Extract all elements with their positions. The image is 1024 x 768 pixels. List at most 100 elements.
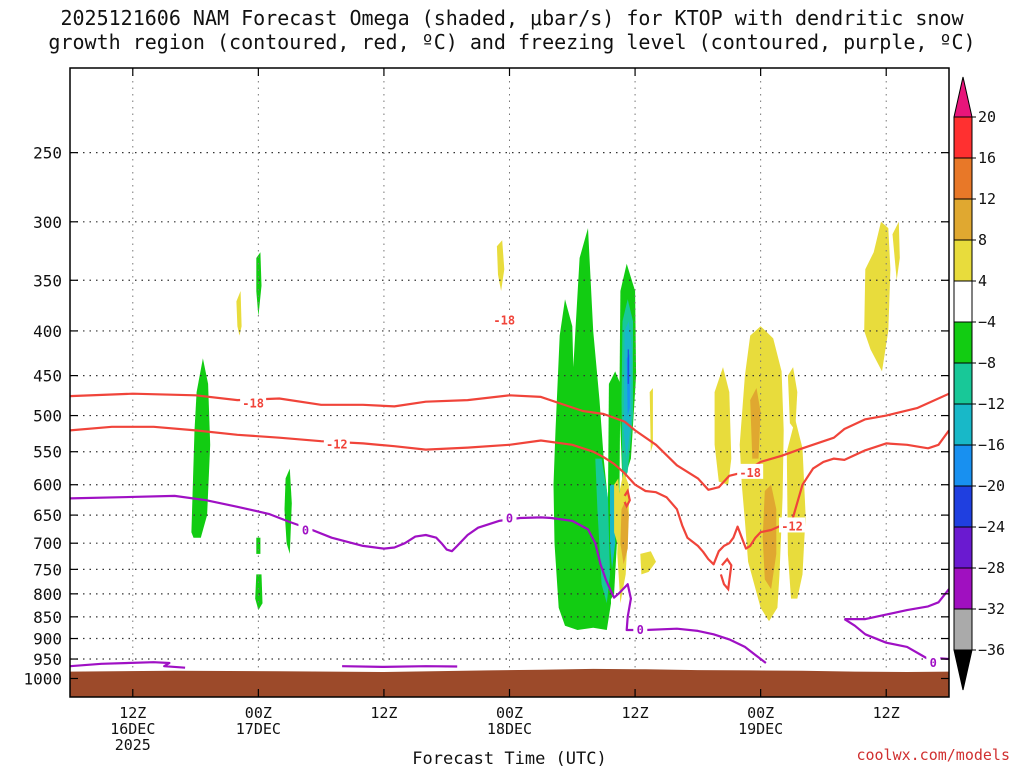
omega-area-yellow-10	[787, 367, 798, 431]
dgz-label-bg-extra12-0	[779, 517, 806, 533]
dgz-label-0: -18	[242, 396, 264, 410]
x-tick-label-6-2: 2025	[115, 736, 151, 754]
colorbar-label-8: −16	[978, 436, 1005, 454]
colorbar-label-0: 20	[978, 108, 996, 126]
x-tick-label-18-1: 17DEC	[236, 720, 281, 738]
colorbar-label-4: 4	[978, 272, 987, 290]
colorbar-bin-10	[953, 526, 973, 569]
y-tick-label-450: 450	[33, 367, 62, 386]
y-tick-label-1000: 1000	[23, 669, 62, 688]
ground-terrain	[70, 668, 949, 697]
colorbar-bin-0	[953, 116, 973, 159]
freezing-contour-1	[844, 588, 949, 621]
omega-area-orange-3	[762, 484, 777, 590]
colorbar-bin-3	[953, 239, 973, 282]
x-tick-label-66-1: 19DEC	[738, 720, 783, 738]
omega-area-yellow-11	[864, 221, 891, 372]
x-tick-label-42-0: 00Z	[496, 704, 523, 722]
omega-area-yellow-12	[892, 221, 900, 281]
dgz-label-bg-0	[240, 394, 267, 410]
omega-area-navy-1	[627, 349, 629, 384]
dgz-label-1: -12	[326, 437, 348, 451]
omega-area-green-5	[255, 574, 263, 611]
omega-area-orange-1	[620, 500, 629, 565]
y-tick-label-900: 900	[33, 630, 62, 649]
freezing-label-bg-extra-0	[502, 509, 517, 525]
colorbar-bin-6	[953, 362, 973, 405]
omega-area-green-2	[256, 252, 262, 317]
omega-area-yellow-1	[236, 291, 242, 336]
freezing-label-extra-0: 0	[506, 511, 513, 525]
omega-area-yellow-6	[640, 551, 656, 575]
x-tick-label-42-1: 18DEC	[487, 720, 532, 738]
chart-title-line2: growth region (contoured, red, ºC) and f…	[48, 30, 976, 54]
chart-title-line1: 2025121606 NAM Forecast Omega (shaded, μ…	[60, 6, 964, 30]
dgz-label-extra-0: -18	[493, 313, 515, 327]
freezing-label-0: 0	[302, 523, 309, 537]
dgz-label-bg-extra-0	[491, 311, 518, 327]
colorbar-label-13: −36	[978, 641, 1005, 659]
y-tick-label-550: 550	[33, 443, 62, 462]
dgz-label-extra12-0: -12	[781, 519, 803, 533]
dgz-label-extra-1: -18	[739, 466, 761, 480]
dgz-contour-0	[70, 392, 949, 491]
x-tick-label-54-0: 12Z	[622, 704, 649, 722]
colorbar-label-6: −8	[978, 354, 996, 372]
colorbar-bin-4	[953, 280, 973, 323]
y-tick-label-700: 700	[33, 534, 62, 553]
freezing-label-bg-0	[298, 521, 313, 537]
x-tick-label-30-0: 12Z	[370, 704, 397, 722]
omega-area-yellow-4	[614, 478, 621, 544]
x-tick-label-78-0: 12Z	[873, 704, 900, 722]
source-credit: coolwx.com/models	[856, 746, 1010, 764]
omega-area-cyan-2	[610, 484, 616, 570]
colorbar-over-triangle	[953, 76, 973, 118]
plot-area	[70, 68, 949, 697]
colorbar-label-2: 12	[978, 190, 996, 208]
omega-area-green-1	[191, 358, 211, 538]
dgz-contour-extra-1	[719, 557, 733, 592]
y-tick-label-300: 300	[33, 213, 62, 232]
y-tick-label-800: 800	[33, 585, 62, 604]
dgz-contour-extra-0	[623, 488, 631, 509]
omega-area-yellow-5	[649, 388, 653, 452]
colorbar-bin-2	[953, 198, 973, 241]
freezing-label-bg-extra-1	[633, 621, 648, 637]
freezing-label-bg-1	[926, 654, 941, 670]
omega-area-yellow-7	[714, 367, 732, 485]
colorbar-label-1: 16	[978, 149, 996, 167]
y-tick-label-500: 500	[33, 407, 62, 426]
colorbar-bin-7	[953, 403, 973, 446]
colorbar-under-triangle	[953, 649, 973, 691]
omega-area-green-6	[553, 228, 611, 630]
omega-area-orange-2	[750, 388, 761, 459]
colorbar-label-9: −20	[978, 477, 1005, 495]
y-tick-label-350: 350	[33, 271, 62, 290]
y-tick-label-600: 600	[33, 476, 62, 495]
x-tick-label-6-0: 12Z	[119, 704, 146, 722]
omega-area-green-4	[256, 537, 261, 554]
freezing-label-extra-1: 0	[637, 623, 644, 637]
omega-area-teal-1	[595, 458, 610, 604]
omega-area-green-3	[284, 468, 292, 554]
y-tick-label-750: 750	[33, 560, 62, 579]
colorbar-bin-12	[953, 608, 973, 651]
dgz-label-bg-extra-1	[737, 463, 764, 479]
y-tick-label-850: 850	[33, 608, 62, 627]
x-tick-label-66-0: 00Z	[747, 704, 774, 722]
omega-area-blue-1	[626, 353, 630, 416]
chart-title: 2025121606 NAM Forecast Omega (shaded, μ…	[0, 6, 1024, 54]
colorbar-bin-11	[953, 567, 973, 610]
dgz-label-bg-1	[323, 435, 350, 451]
omega-area-yellow-2	[496, 240, 505, 291]
colorbar-bin-1	[953, 157, 973, 200]
colorbar-bin-9	[953, 485, 973, 528]
x-tick-label-6-1: 16DEC	[110, 720, 155, 738]
y-tick-label-250: 250	[33, 144, 62, 163]
x-tick-label-18-0: 00Z	[245, 704, 272, 722]
colorbar-label-10: −24	[978, 518, 1005, 536]
freezing-contour-0	[70, 494, 767, 664]
freezing-label-1: 0	[930, 656, 937, 670]
freezing-contour-4	[342, 665, 458, 669]
